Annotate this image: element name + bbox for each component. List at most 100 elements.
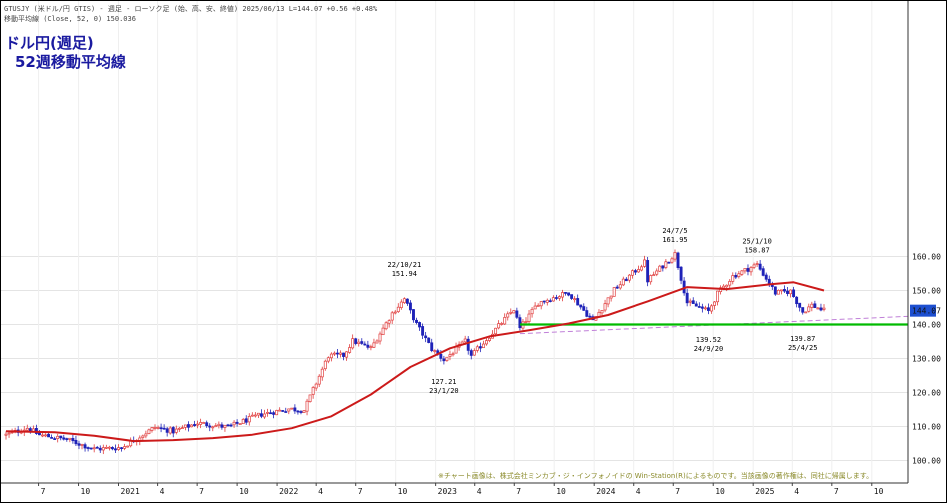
- candle-up: [44, 434, 47, 437]
- candle-up: [378, 333, 382, 342]
- x-tick-label: 10: [715, 487, 725, 496]
- candle-up: [190, 424, 193, 428]
- y-tick-label: 100.00: [912, 457, 941, 466]
- candle-down: [415, 319, 418, 323]
- annotation-line1: 139.52: [696, 336, 721, 344]
- candle-down: [259, 413, 263, 417]
- candle-down: [588, 315, 592, 318]
- candle-up: [104, 446, 108, 449]
- candle-down: [646, 260, 650, 283]
- candle-up: [117, 447, 120, 450]
- candle-up: [199, 422, 203, 425]
- candle-down: [120, 447, 124, 450]
- candle-up: [545, 299, 549, 303]
- candle-down: [579, 304, 583, 308]
- candle-up: [539, 301, 543, 307]
- candle-up: [627, 274, 631, 281]
- candle-up: [779, 289, 783, 292]
- x-tick-label: 7: [358, 487, 363, 496]
- x-tick-label: 10: [398, 487, 408, 496]
- x-tick-label: 2025: [755, 487, 774, 496]
- candle-up: [804, 311, 808, 314]
- candle-down: [515, 310, 519, 318]
- candle-up: [475, 346, 479, 351]
- candle-down: [95, 446, 99, 449]
- candle-up: [445, 356, 449, 361]
- candle-up: [503, 317, 507, 325]
- candle-down: [661, 265, 665, 269]
- candle-up: [372, 342, 376, 348]
- candle-down: [86, 447, 90, 449]
- x-tick-label: 7: [516, 487, 521, 496]
- candle-up: [557, 296, 561, 299]
- candle-up: [807, 306, 811, 312]
- candle-down: [554, 297, 558, 299]
- candle-down: [226, 424, 230, 427]
- x-tick-label: 4: [636, 487, 641, 496]
- candle-up: [278, 409, 282, 412]
- candle-up: [485, 340, 488, 345]
- candle-up: [141, 435, 145, 438]
- candle-down: [615, 286, 619, 289]
- candle-down: [813, 303, 817, 309]
- candle-down: [159, 427, 163, 430]
- candle-up: [703, 307, 707, 310]
- annotation-line1: 25/1/10: [742, 237, 772, 245]
- candle-up: [384, 322, 388, 330]
- candle-up: [463, 338, 467, 343]
- candle-down: [299, 411, 303, 413]
- candle-up: [174, 428, 178, 433]
- candle-up: [253, 414, 257, 417]
- candle-down: [764, 274, 768, 280]
- x-tick-label: 7: [675, 487, 680, 496]
- candle-up: [433, 350, 437, 352]
- candle-up: [311, 387, 315, 395]
- y-tick-label: 140.00: [912, 321, 941, 330]
- candle-up: [247, 416, 251, 423]
- candle-up: [107, 446, 111, 449]
- candle-down: [792, 289, 796, 297]
- candle-up: [180, 427, 184, 430]
- x-tick-label: 10: [874, 487, 884, 496]
- candle-down: [798, 302, 802, 308]
- candle-down: [342, 352, 345, 357]
- candle-up: [326, 357, 330, 362]
- candle-up: [603, 303, 607, 311]
- candle-down: [89, 447, 93, 450]
- candle-down: [405, 298, 409, 304]
- x-tick-label: 10: [239, 487, 249, 496]
- candle-down: [734, 275, 738, 278]
- candle-up: [238, 423, 242, 425]
- candle-up: [621, 278, 625, 286]
- candle-up: [728, 281, 732, 286]
- candle-up: [536, 305, 540, 307]
- candle-up: [643, 259, 647, 267]
- candle-up: [494, 327, 498, 335]
- candle-up: [630, 270, 634, 276]
- candle-up: [618, 284, 622, 289]
- candle-up: [387, 320, 391, 324]
- candle-down: [162, 427, 166, 430]
- candle-down: [624, 278, 628, 282]
- candle-up: [123, 446, 127, 449]
- candle-up: [399, 301, 403, 308]
- candle-down: [293, 407, 297, 412]
- candle-down: [676, 252, 680, 269]
- candle-up: [600, 309, 604, 314]
- moving-average-layer: [5, 281, 825, 443]
- candle-up: [506, 313, 510, 318]
- x-tick-label: 2023: [438, 487, 457, 496]
- candle-down: [412, 309, 415, 321]
- candle-up: [275, 410, 279, 416]
- candle-up: [317, 375, 321, 385]
- candle-down: [59, 435, 63, 439]
- candle-up: [92, 447, 96, 450]
- candles: [4, 249, 826, 455]
- candle-up: [41, 434, 44, 437]
- annotation-line2: 25/4/25: [788, 344, 818, 352]
- candle-up: [223, 424, 227, 428]
- candle-up: [500, 323, 504, 325]
- candle-down: [360, 341, 364, 344]
